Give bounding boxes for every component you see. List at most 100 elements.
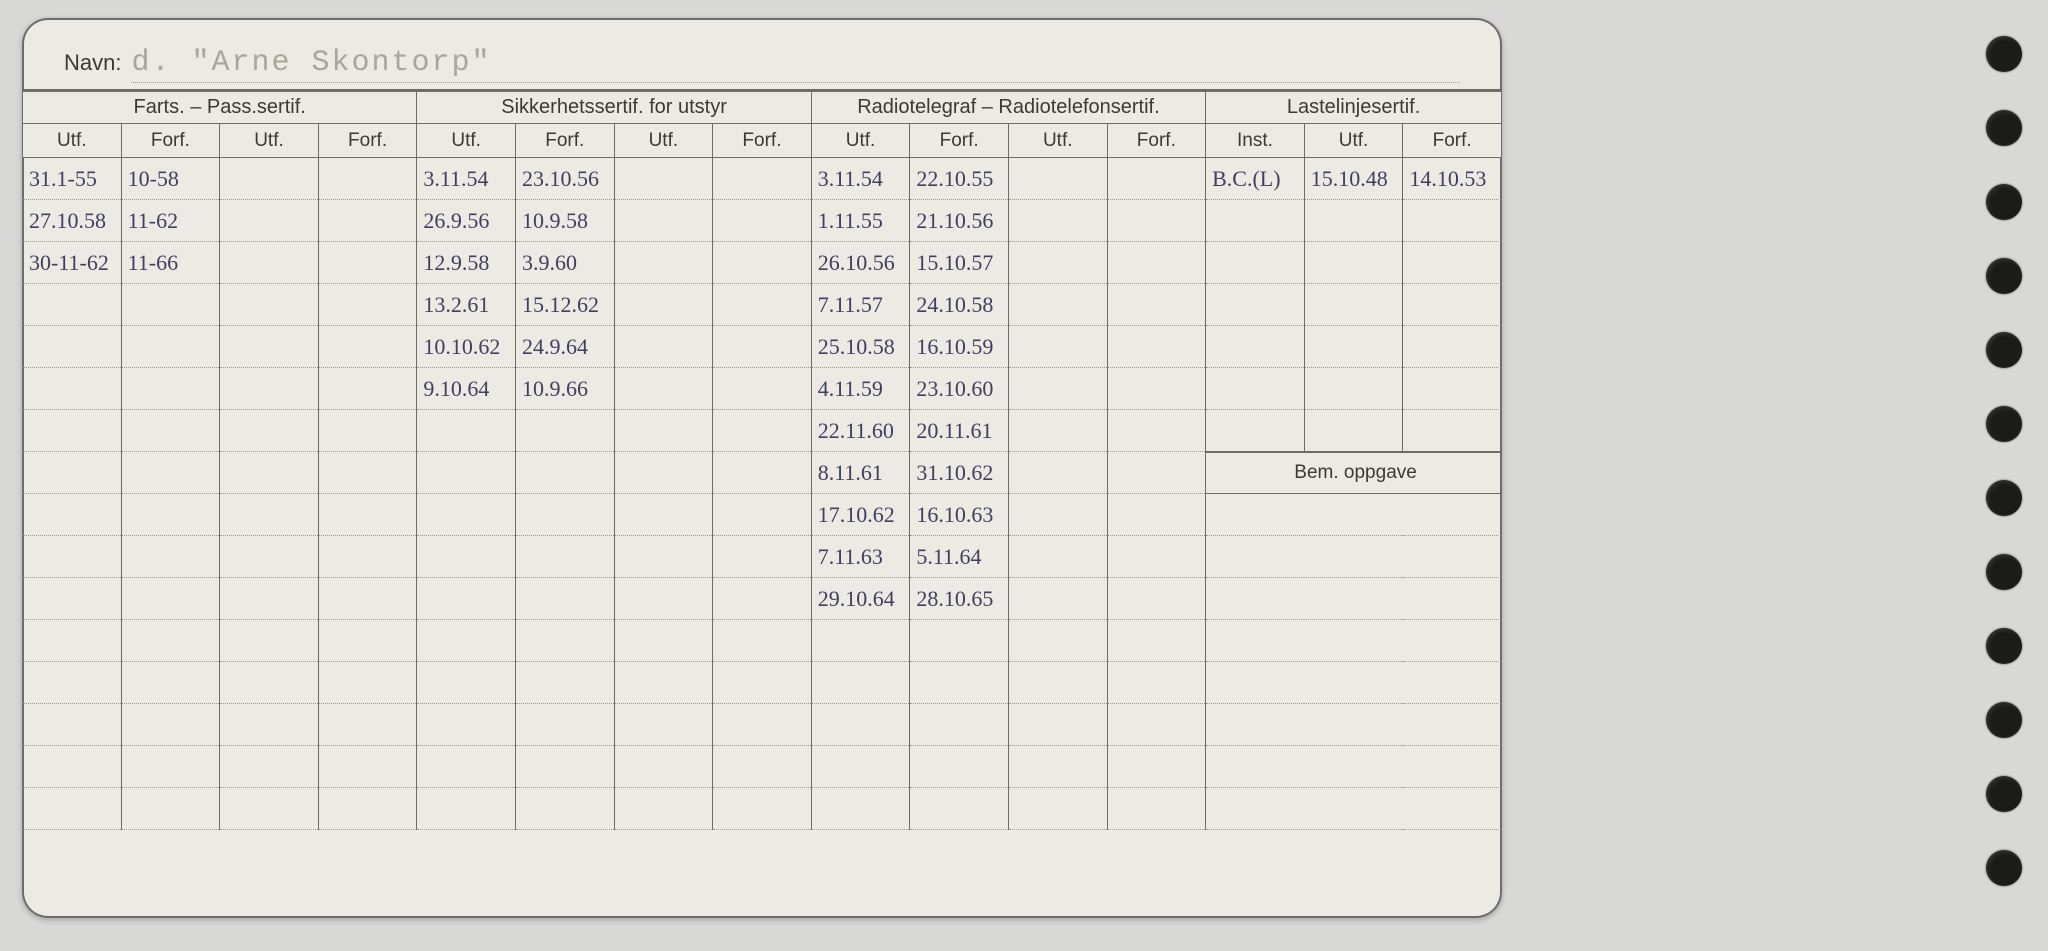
cell-f2 bbox=[121, 662, 220, 704]
col-forf: Forf. bbox=[318, 124, 417, 158]
cell-f1 bbox=[23, 284, 122, 326]
cell-l2 bbox=[1304, 410, 1403, 452]
cell-f1 bbox=[23, 704, 122, 746]
cell-r1 bbox=[811, 746, 910, 788]
cell-s2 bbox=[515, 536, 614, 578]
table-row: 30-11-6211-6612.9.583.9.6026.10.5615.10.… bbox=[23, 242, 1502, 284]
cell-s1: 9.10.64 bbox=[417, 368, 516, 410]
cell-r3 bbox=[1008, 452, 1107, 494]
cell-r3 bbox=[1008, 410, 1107, 452]
cell-l1 bbox=[1206, 284, 1305, 326]
cell-r1: 3.11.54 bbox=[811, 158, 910, 200]
cell-r1: 4.11.59 bbox=[811, 368, 910, 410]
cell-l2 bbox=[1304, 242, 1403, 284]
cell-s3 bbox=[614, 284, 713, 326]
cell-f1 bbox=[23, 368, 122, 410]
cell-l3 bbox=[1403, 410, 1502, 452]
hole-icon bbox=[1986, 628, 2022, 664]
cell-r2: 24.10.58 bbox=[910, 284, 1009, 326]
cell-f1: 27.10.58 bbox=[23, 200, 122, 242]
cell-r2: 16.10.63 bbox=[910, 494, 1009, 536]
cell-f3 bbox=[220, 158, 319, 200]
cell-r4 bbox=[1107, 200, 1206, 242]
cell-s3 bbox=[614, 200, 713, 242]
cell-r3 bbox=[1008, 158, 1107, 200]
cell-l2 bbox=[1304, 368, 1403, 410]
cell-f4 bbox=[318, 536, 417, 578]
cell-r3 bbox=[1008, 494, 1107, 536]
cell-s2 bbox=[515, 662, 614, 704]
cell-s4 bbox=[713, 242, 812, 284]
cell-f4 bbox=[318, 662, 417, 704]
cell-s4 bbox=[713, 452, 812, 494]
col-forf: Forf. bbox=[910, 124, 1009, 158]
cell-l3 bbox=[1403, 200, 1502, 242]
cell-s4 bbox=[713, 536, 812, 578]
cell-s2: 24.9.64 bbox=[515, 326, 614, 368]
cell-s3 bbox=[614, 452, 713, 494]
name-value: d. "Arne Skontorp" bbox=[131, 46, 1460, 83]
bem-cell bbox=[1206, 494, 1502, 536]
hole-icon bbox=[1986, 184, 2022, 220]
cell-r1: 29.10.64 bbox=[811, 578, 910, 620]
cell-f2 bbox=[121, 746, 220, 788]
cell-f1: 31.1-55 bbox=[23, 158, 122, 200]
cell-f1 bbox=[23, 410, 122, 452]
cell-f1 bbox=[23, 326, 122, 368]
cell-r2 bbox=[910, 662, 1009, 704]
cell-r3 bbox=[1008, 704, 1107, 746]
table-row: 10.10.6224.9.6425.10.5816.10.59 bbox=[23, 326, 1502, 368]
cell-f4 bbox=[318, 452, 417, 494]
cell-f4 bbox=[318, 284, 417, 326]
cell-r2: 16.10.59 bbox=[910, 326, 1009, 368]
cell-s3 bbox=[614, 620, 713, 662]
cell-s3 bbox=[614, 242, 713, 284]
cell-f4 bbox=[318, 620, 417, 662]
bem-cell bbox=[1206, 578, 1502, 620]
cell-s2 bbox=[515, 410, 614, 452]
bem-oppgave-header: Bem. oppgave bbox=[1206, 452, 1502, 494]
cell-s2: 10.9.58 bbox=[515, 200, 614, 242]
cell-f3 bbox=[220, 620, 319, 662]
cell-r2: 28.10.65 bbox=[910, 578, 1009, 620]
cell-s1 bbox=[417, 578, 516, 620]
table-row: 9.10.6410.9.664.11.5923.10.60 bbox=[23, 368, 1502, 410]
col-forf: Forf. bbox=[1403, 124, 1502, 158]
cell-f1 bbox=[23, 620, 122, 662]
cell-f3 bbox=[220, 326, 319, 368]
cell-r3 bbox=[1008, 788, 1107, 830]
cell-f1 bbox=[23, 452, 122, 494]
cell-s2: 3.9.60 bbox=[515, 242, 614, 284]
hole-icon bbox=[1986, 850, 2022, 886]
col-utf: Utf. bbox=[23, 124, 122, 158]
cell-r4 bbox=[1107, 452, 1206, 494]
cell-s1 bbox=[417, 452, 516, 494]
cell-r1: 7.11.57 bbox=[811, 284, 910, 326]
cell-f2 bbox=[121, 452, 220, 494]
cell-s1: 10.10.62 bbox=[417, 326, 516, 368]
cell-s3 bbox=[614, 788, 713, 830]
cell-f2: 11-62 bbox=[121, 200, 220, 242]
table-row bbox=[23, 746, 1502, 788]
cell-s2: 15.12.62 bbox=[515, 284, 614, 326]
cell-s1: 12.9.58 bbox=[417, 242, 516, 284]
group-sikker: Sikkerhetssertif. for utstyr bbox=[417, 92, 811, 124]
cell-s3 bbox=[614, 368, 713, 410]
cell-s4 bbox=[713, 158, 812, 200]
cell-s1 bbox=[417, 704, 516, 746]
cell-s1 bbox=[417, 494, 516, 536]
hole-icon bbox=[1986, 406, 2022, 442]
cell-r1: 8.11.61 bbox=[811, 452, 910, 494]
table-row bbox=[23, 662, 1502, 704]
cell-s2 bbox=[515, 788, 614, 830]
cell-f2: 11-66 bbox=[121, 242, 220, 284]
cell-r1: 1.11.55 bbox=[811, 200, 910, 242]
cell-r3 bbox=[1008, 200, 1107, 242]
cell-f3 bbox=[220, 200, 319, 242]
cell-r2 bbox=[910, 620, 1009, 662]
cell-s1 bbox=[417, 620, 516, 662]
hole-icon bbox=[1986, 332, 2022, 368]
cell-r4 bbox=[1107, 158, 1206, 200]
cell-f4 bbox=[318, 410, 417, 452]
cell-f2: 10-58 bbox=[121, 158, 220, 200]
